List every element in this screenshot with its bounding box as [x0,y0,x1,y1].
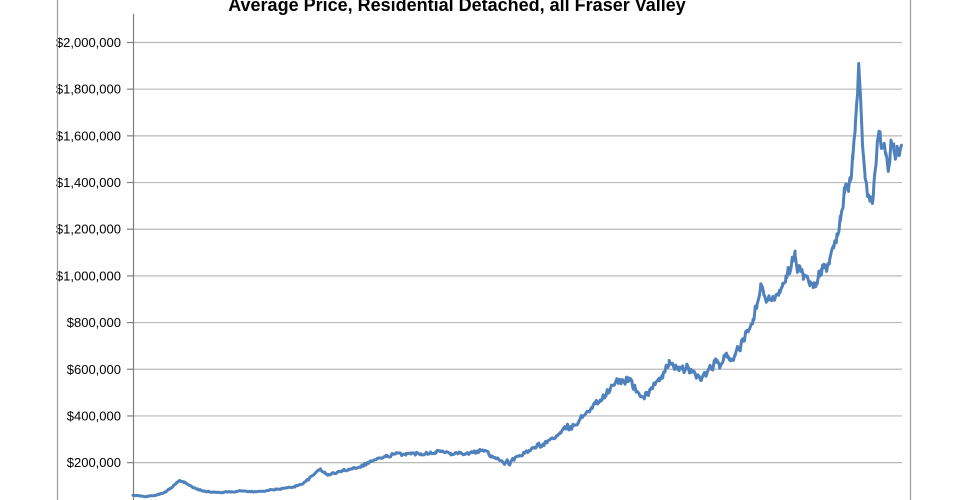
y-axis-label: $600,000 [67,362,121,377]
y-axis-label: $1,400,000 [56,175,121,190]
y-axis-label: $400,000 [67,408,121,423]
y-axis-label: $1,600,000 [56,128,121,143]
y-axis-label: $1,200,000 [56,222,121,237]
y-axis-label: $200,000 [67,455,121,470]
y-axis-label: $1,800,000 [56,82,121,97]
average-price-line [131,62,903,499]
y-axis-label: $800,000 [67,315,121,330]
chart-title: Average Price, Residential Detached, all… [228,0,686,15]
y-axis-label: $2,000,000 [56,35,121,50]
y-axis-label: $1,000,000 [56,268,121,283]
